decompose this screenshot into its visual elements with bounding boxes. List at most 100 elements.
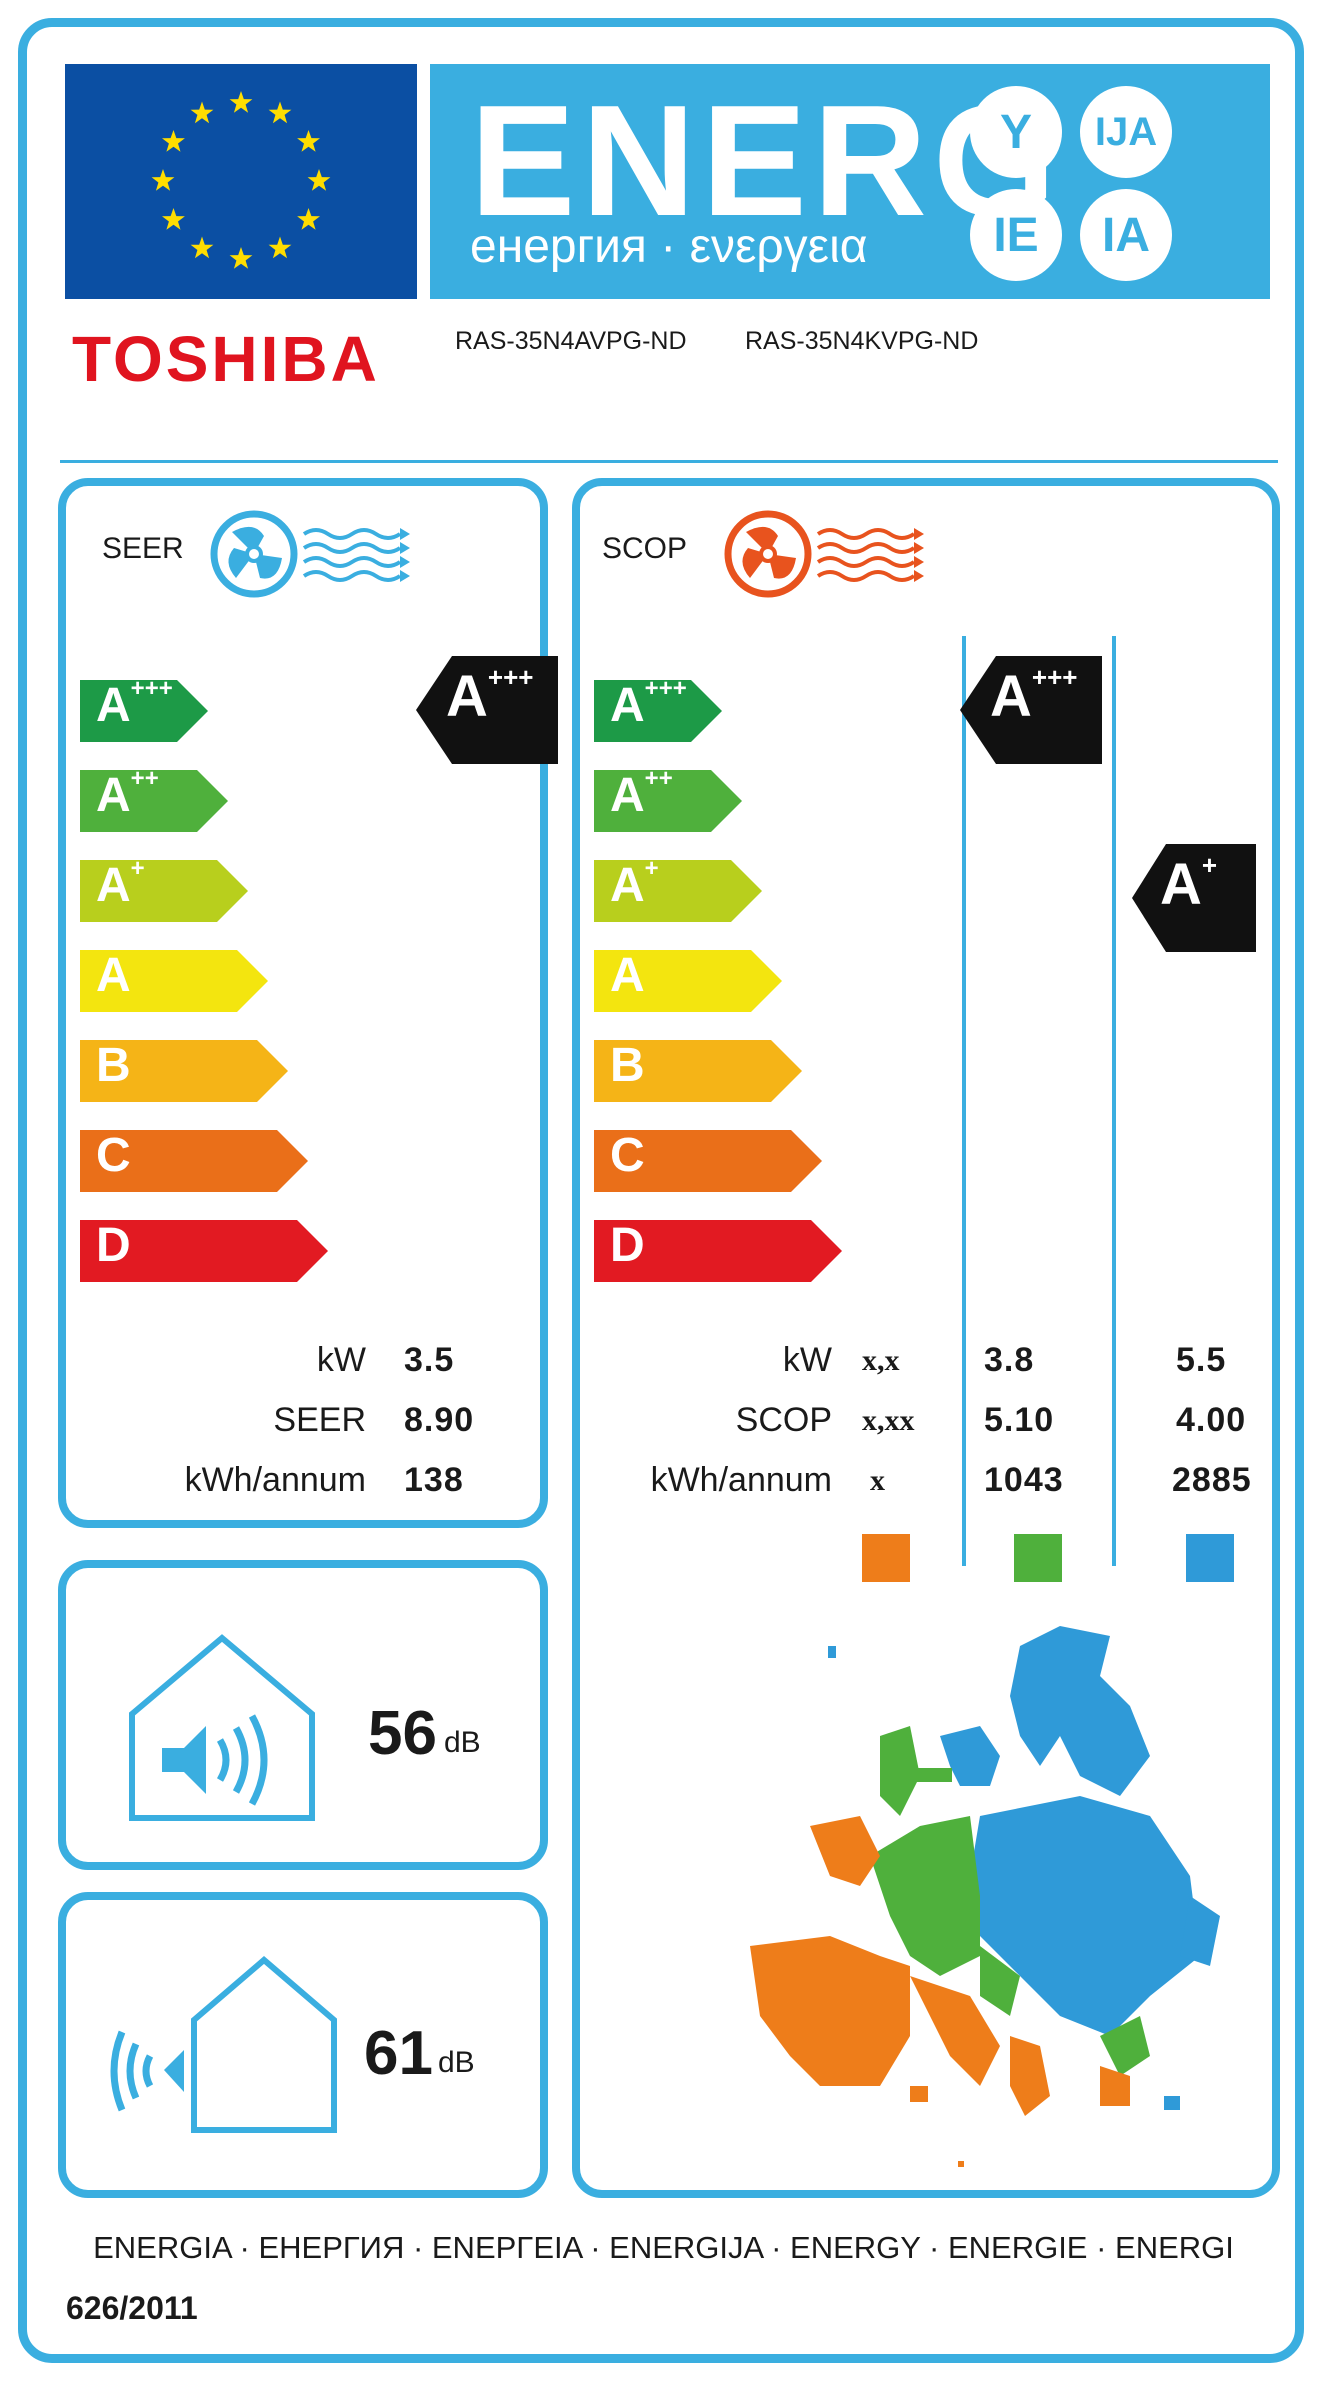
scop-class-bar: A+++ — [594, 675, 722, 742]
indoor-noise-unit: dB — [444, 1726, 481, 1759]
eu-stars-icon — [151, 91, 331, 269]
seer-class-label: A+++ — [96, 675, 173, 732]
seer-class-label: A++ — [96, 765, 159, 822]
column-divider-1 — [962, 636, 966, 1566]
heat-cold-rating-base: A — [1160, 852, 1202, 917]
energy-banner: ENERG енергия · ενεργεια Y IJA IE IA — [430, 64, 1270, 299]
eu-star-icon — [268, 101, 292, 124]
warmer-scop-value: x,xx — [862, 1404, 915, 1437]
heating-colder-rating-arrow: A+ — [1132, 844, 1256, 952]
heat-avg-rating-base: A — [990, 664, 1032, 729]
outdoor-speaker-icon — [110, 1956, 337, 2133]
seer-class-bar: B — [80, 1040, 288, 1102]
cooling-rating-base: A — [446, 664, 488, 729]
cooling-rating-arrow: A+++ — [416, 656, 558, 764]
eu-star-icon — [190, 101, 214, 124]
scop-class-bar: D — [594, 1220, 842, 1282]
eu-star-icon — [190, 236, 214, 259]
eu-star-icon — [297, 130, 320, 152]
outdoor-noise-value: 61 — [364, 2019, 433, 2088]
seer-class-label: C — [96, 1129, 131, 1182]
suffix-ija: IJA — [1080, 86, 1172, 178]
suffix-y: Y — [970, 86, 1062, 178]
scop-class-bar: A++ — [594, 765, 742, 832]
heat-annual-label: kWh/annum — [650, 1461, 832, 1499]
cool-seer-value: 8.90 — [404, 1401, 475, 1439]
scop-title: SCOP — [602, 532, 688, 565]
energy-word: ENERG — [470, 73, 1062, 249]
heat-cold-rating-sup: + — [1201, 849, 1218, 880]
heat-kw-label: kW — [782, 1341, 832, 1379]
seer-class-bar: A+ — [80, 855, 248, 922]
heat-avg-rating-sup: +++ — [1031, 661, 1078, 692]
seer-title: SEER — [102, 532, 184, 565]
eu-star-icon — [229, 247, 253, 269]
seer-class-bar: A+++ — [80, 675, 208, 742]
heat-scop-label: SCOP — [735, 1401, 832, 1439]
eu-star-icon — [297, 208, 320, 230]
cool-kw-value: 3.5 — [404, 1341, 455, 1379]
seer-class-label: A+ — [96, 855, 145, 912]
indoor-noise-value: 56 — [368, 1699, 437, 1768]
eu-star-icon — [151, 169, 175, 191]
average-scop-value: 5.10 — [984, 1401, 1055, 1439]
warmer-annual-value: x — [870, 1464, 885, 1497]
warmer-zone-swatch — [862, 1534, 910, 1582]
cool-annual-value: 138 — [404, 1461, 464, 1499]
scop-class-bar: A+ — [594, 855, 762, 922]
column-divider-2 — [1112, 636, 1116, 1566]
scop-class-label: A+++ — [610, 675, 687, 732]
seer-class-label: D — [96, 1219, 131, 1272]
seer-class-label: B — [96, 1039, 131, 1092]
scop-class-label: D — [610, 1219, 645, 1272]
scop-class-label: C — [610, 1129, 645, 1182]
seer-class-bar: A++ — [80, 765, 228, 832]
eu-star-icon — [268, 236, 292, 259]
eu-star-icon — [307, 169, 331, 191]
indoor-speaker-icon — [129, 1634, 315, 1821]
seer-class-label: A — [96, 949, 131, 1002]
outdoor-noise-panel: 61 dB — [58, 1892, 548, 2198]
outdoor-noise-unit: dB — [438, 2046, 475, 2079]
heating-fan-icon — [724, 510, 924, 598]
cooling-fan-icon — [210, 510, 410, 598]
model-outdoor: RAS-35N4KVPG-ND — [745, 327, 979, 355]
scop-class-label: A — [610, 949, 645, 1002]
heating-panel: SCOP A+++ A++ A+ A B C D A+++ A+ kW SCOP kWh/a… — [572, 478, 1280, 2198]
average-zone-swatch — [1014, 1534, 1062, 1582]
energy-subtitle: енергия · ενεργεια — [470, 220, 868, 273]
label-frame — [18, 18, 1304, 2363]
seer-class-bar: C — [80, 1130, 308, 1192]
suffix-ia: IA — [1080, 189, 1172, 281]
colder-annual-value: 2885 — [1172, 1461, 1252, 1499]
colder-scop-value: 4.00 — [1176, 1401, 1247, 1439]
scop-class-label: A+ — [610, 855, 659, 912]
cooling-panel: SEER A+++ A++ A+ A B C D A+++ kW SEER kWh/annu… — [58, 478, 558, 1528]
indoor-noise-panel: 56 dB — [58, 1560, 548, 1870]
average-kw-value: 3.8 — [984, 1341, 1035, 1379]
heating-average-rating-arrow: A+++ — [960, 656, 1102, 764]
brand-logo: TOSHIBA — [72, 323, 380, 395]
suffix-ie: IE — [970, 189, 1062, 281]
divider — [60, 460, 1278, 463]
eu-star-icon — [162, 208, 185, 230]
average-annual-value: 1043 — [984, 1461, 1064, 1499]
eu-flag — [65, 64, 417, 299]
warmer-kw-value: x,x — [862, 1344, 900, 1377]
scop-class-label: A++ — [610, 765, 673, 822]
europe-climate-map-icon — [750, 1626, 1220, 2167]
cooling-rating-sup: +++ — [487, 661, 534, 692]
seer-class-bar: A — [80, 950, 268, 1012]
scop-class-bar: B — [594, 1040, 802, 1102]
cool-annual-label: kWh/annum — [184, 1461, 366, 1499]
scop-class-bar: A — [594, 950, 782, 1012]
colder-zone-swatch — [1186, 1534, 1234, 1582]
scop-class-label: B — [610, 1039, 645, 1092]
footer-languages: ENERGIA · ЕНЕРГИЯ · ΕΝΕΡΓΕΙΑ · ENERGIJA … — [93, 2230, 1234, 2265]
model-indoor: RAS-35N4AVPG-ND — [455, 327, 687, 355]
eu-star-icon — [229, 91, 253, 113]
eu-star-icon — [162, 130, 185, 152]
cool-kw-label: kW — [316, 1341, 366, 1379]
colder-kw-value: 5.5 — [1176, 1341, 1227, 1379]
scop-class-bar: C — [594, 1130, 822, 1192]
